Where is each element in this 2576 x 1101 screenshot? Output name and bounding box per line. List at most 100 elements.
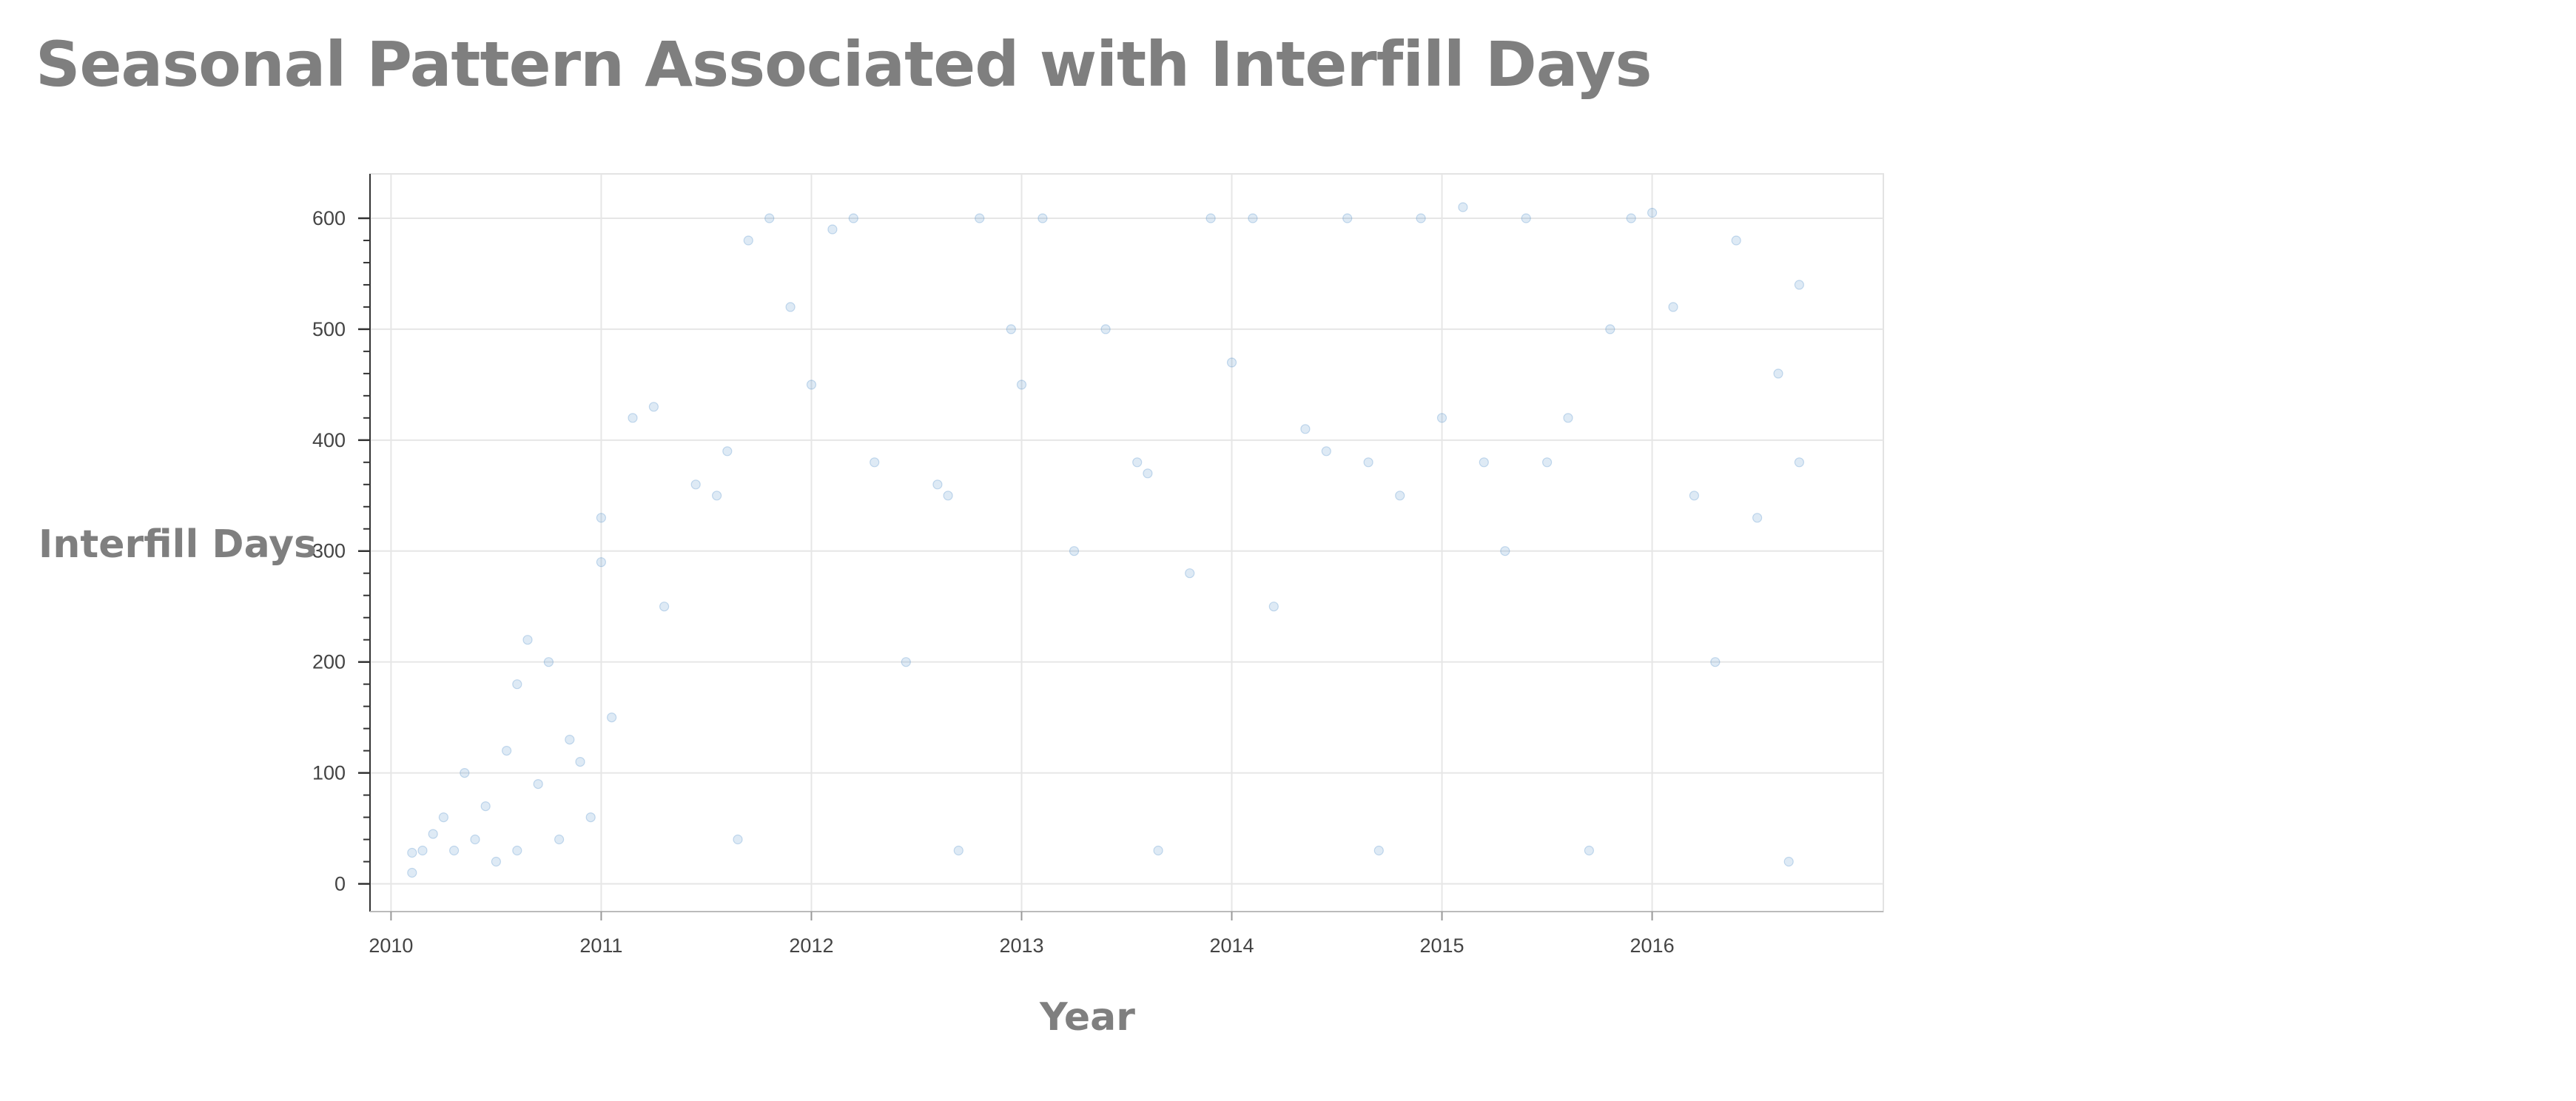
data-point xyxy=(585,812,596,823)
data-point xyxy=(943,491,953,501)
data-point xyxy=(932,479,943,490)
data-point xyxy=(1069,546,1080,556)
data-point xyxy=(1143,468,1153,479)
data-point xyxy=(1248,213,1258,223)
data-point xyxy=(512,845,522,856)
data-point xyxy=(575,756,585,767)
data-point xyxy=(1185,568,1195,579)
data-point xyxy=(407,867,417,878)
y-tick-label: 500 xyxy=(312,318,346,340)
data-point xyxy=(543,657,554,667)
data-point xyxy=(764,213,775,223)
data-point xyxy=(460,767,470,778)
data-point xyxy=(953,845,964,856)
data-point xyxy=(596,513,607,523)
data-point xyxy=(848,213,858,223)
x-tick-label: 2012 xyxy=(789,935,833,957)
data-point xyxy=(512,679,522,690)
data-point xyxy=(533,778,543,789)
data-point xyxy=(1373,845,1384,856)
data-point xyxy=(1605,324,1615,334)
data-point xyxy=(1300,424,1311,434)
data-point xyxy=(1710,657,1721,667)
x-tick-label: 2014 xyxy=(1209,935,1254,957)
data-point xyxy=(417,845,428,856)
data-point xyxy=(1100,324,1111,334)
data-point xyxy=(606,712,617,723)
x-tick-label: 2015 xyxy=(1420,935,1464,957)
data-point xyxy=(1342,213,1353,223)
data-point xyxy=(1647,207,1658,218)
data-point xyxy=(1563,413,1573,423)
x-tick-label: 2016 xyxy=(1630,935,1675,957)
data-point xyxy=(733,834,743,845)
data-point xyxy=(1006,324,1016,334)
data-point xyxy=(1268,602,1279,612)
data-point xyxy=(554,834,565,845)
data-point xyxy=(975,213,985,223)
y-tick-label: 100 xyxy=(312,762,346,784)
data-point xyxy=(1783,856,1794,867)
data-point xyxy=(1542,457,1553,468)
data-point xyxy=(1132,457,1143,468)
data-point xyxy=(1689,491,1699,501)
data-point xyxy=(1226,357,1237,368)
data-point xyxy=(743,235,753,246)
data-point xyxy=(1016,380,1027,390)
data-point xyxy=(1205,213,1216,223)
y-tick-label: 300 xyxy=(312,540,346,562)
data-point xyxy=(480,801,491,812)
data-point xyxy=(1668,302,1678,312)
data-point xyxy=(1626,213,1636,223)
y-tick-label: 200 xyxy=(312,651,346,673)
data-point xyxy=(1321,446,1331,457)
data-point xyxy=(522,635,533,645)
data-point xyxy=(1752,513,1763,523)
data-point xyxy=(1500,546,1510,556)
data-point xyxy=(1794,280,1804,290)
data-point xyxy=(1479,457,1489,468)
plot-frame xyxy=(369,173,1884,912)
data-point xyxy=(1153,845,1163,856)
data-point xyxy=(1731,235,1741,246)
axes: 2010 2011 2012 2013 2014 2015 2016 0 100 200 300 40… xyxy=(312,174,1883,957)
data-point xyxy=(1521,213,1531,223)
data-point xyxy=(565,734,575,745)
data-point xyxy=(448,845,460,856)
data-point xyxy=(648,402,659,412)
data-point xyxy=(1363,457,1373,468)
y-axis-label: Interfill Days xyxy=(38,522,317,567)
data-point xyxy=(659,602,670,612)
x-tick-label: 2010 xyxy=(369,935,413,957)
data-point xyxy=(785,302,796,312)
data-point xyxy=(690,479,701,490)
data-points xyxy=(407,202,1804,878)
data-point xyxy=(596,557,607,568)
data-point xyxy=(428,829,438,839)
data-point xyxy=(438,812,449,823)
data-point xyxy=(1773,368,1783,379)
x-axis-label: Year xyxy=(1040,995,1135,1040)
data-point xyxy=(827,224,838,235)
x-tick-label: 2011 xyxy=(579,935,622,957)
data-point xyxy=(470,834,480,845)
data-point xyxy=(1038,213,1048,223)
data-point xyxy=(1436,413,1447,423)
data-point xyxy=(407,847,417,858)
grid-lines xyxy=(369,173,1884,912)
data-point xyxy=(722,446,733,457)
data-point xyxy=(806,380,817,390)
data-point xyxy=(901,657,911,667)
y-tick-label: 400 xyxy=(312,429,346,451)
data-point xyxy=(1458,202,1468,212)
data-point xyxy=(711,491,722,501)
data-point xyxy=(870,457,880,468)
data-point xyxy=(501,745,512,756)
data-point xyxy=(1395,491,1405,501)
x-tick-label: 2013 xyxy=(999,935,1043,957)
data-point xyxy=(1584,845,1594,856)
data-point xyxy=(1416,213,1426,223)
data-point xyxy=(628,413,638,423)
chart-title: Seasonal Pattern Associated with Interfi… xyxy=(36,28,1652,101)
